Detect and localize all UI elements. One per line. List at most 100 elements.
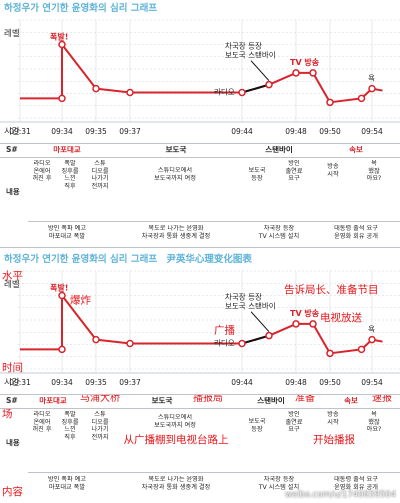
scene-header: 마포대교: [53, 146, 81, 154]
scene-header-cn: 马浦大桥: [80, 395, 120, 403]
annotation-time-cn: 时间: [2, 361, 23, 374]
y-axis-label: 레벨: [4, 28, 20, 39]
scene-header: 속보: [349, 146, 363, 154]
summary-cell: 차국장 등장 TV 시스템 설치: [258, 476, 300, 491]
annotation-tell-cn: 告诉局长、准备节目: [284, 283, 379, 296]
data-point: [58, 345, 66, 354]
scene-cell: 욕 했잖 아요?: [366, 160, 382, 182]
row-label-scene: S#: [6, 397, 18, 405]
data-point: [265, 80, 273, 89]
row-label-content: 내용: [6, 188, 20, 196]
scene-cell: 스튜 디오를 나가기 전까지: [91, 160, 109, 190]
summary-cell: 방인 폭파 예고 마포대교 폭발: [47, 476, 87, 491]
data-point: [92, 84, 100, 93]
x-tick-label: 09:50: [319, 127, 341, 136]
data-point: [292, 320, 300, 328]
x-tick-label: 09:37: [119, 378, 141, 387]
data-point: [126, 88, 134, 97]
annotation-bomb-cn: 爆炸: [70, 294, 91, 307]
y-axis-label: 레벨: [4, 279, 20, 290]
annotation-radio-cn: 广播: [214, 324, 235, 337]
scene-cell: 욕 했잖 아요?: [366, 411, 382, 433]
panel-title: 하정우가 연기한 윤영화의 심리 그래프: [0, 0, 157, 17]
data-point: [238, 339, 246, 348]
scene-table: S# 마포대교 보도국 스탠바이 속보 내용 라디오 온에어 꺼진 후 폭발 징…: [0, 143, 400, 249]
scene-cell: 스튜디오에서 보도국까지 여정: [154, 167, 196, 182]
annotation-bureau: 차국장 등장: [225, 41, 262, 51]
x-tick-label: 09:35: [85, 127, 107, 136]
summary-cell: 대통령 출석 요구 윤영화 회유 공개: [334, 225, 378, 240]
annotation-bomb: 폭발!: [50, 32, 68, 42]
data-point: [326, 98, 334, 107]
annotation-content-cn: 内容: [2, 485, 23, 498]
data-point: [357, 345, 366, 354]
annotation-leader: [250, 60, 270, 82]
scene-cell: 폭발 징후를 느낀 직후: [61, 411, 79, 441]
watermark: weibo.com/u/1740659504: [284, 490, 396, 500]
scene-header-cn: 速报: [372, 395, 392, 403]
summary-cell: 차국장 등장 TV 시스템 설치: [258, 225, 300, 240]
annotation-tv: TV 방송: [290, 57, 320, 67]
annotation-curse: 욕: [368, 74, 375, 83]
data-point: [265, 331, 273, 340]
title-text: 하정우가 연기한 윤영화의 심리 그래프: [4, 3, 158, 14]
x-tick-label: 09:34: [51, 127, 73, 136]
annotation-bureau: 보도국 스탠바이: [225, 301, 276, 311]
x-tick-label: 09:35: [85, 378, 107, 387]
data-point: [326, 349, 334, 358]
row-label-content: 내용: [6, 439, 20, 447]
scene-header-cn: 准备: [295, 395, 315, 403]
scene-cell: 보도국 등장: [248, 167, 266, 182]
scene-header: 보도국: [165, 146, 187, 154]
scene-header: 마포대교: [39, 397, 67, 405]
data-point: [92, 335, 100, 344]
annotation-scene-cn: 场: [2, 407, 13, 420]
panel-title: 하정우가 연기한 윤영화의 심리 그래프 尹英华心理变化图表: [0, 251, 400, 268]
x-tick-label: 09:44: [231, 378, 253, 387]
data-point: [309, 69, 317, 77]
scene-cell: 폭발 징후를 느낀 직후: [61, 160, 79, 190]
x-tick-label: 09:31: [9, 378, 31, 387]
title-text: 하정우가 연기한 윤영화의 심리 그래프: [4, 254, 158, 265]
data-point: [58, 94, 66, 103]
scene-table: S# 마포대교 马浦大桥 보도국 播报局 스탠바이 准备 속보 速报 내용 라디…: [0, 394, 400, 500]
annotation-curse: 욕: [368, 325, 375, 334]
summary-cell: 복도로 나가는 윤영화 차국장과 통화 생중계 결정: [141, 225, 211, 240]
summary-cell: 복도로 나가는 윤영화 차국장과 통화 생중계 결정: [141, 476, 211, 491]
scene-cell: 라디오 온에어 꺼진 후: [32, 411, 52, 433]
subtitle-text: 尹英华心理变化图表: [166, 254, 252, 265]
scene-header: 스탠바이: [265, 146, 293, 154]
x-tick-label: 09:48: [285, 127, 307, 136]
annotation-bureau: 보도국 스탠바이: [225, 50, 276, 60]
scene-header: 속보: [344, 397, 358, 405]
data-point: [58, 291, 66, 300]
annotation-radio: 라디오: [214, 88, 235, 97]
scene-cell: 스튜 디오를 나가기 전까지: [91, 411, 109, 441]
data-point: [238, 88, 246, 97]
scene-cell: 방인 출연료 요구: [285, 160, 303, 182]
scene-cell: 라디오 온에어 꺼진 후: [32, 160, 52, 182]
scene-cell: 스튜디오에서 보도국까지 여정: [154, 414, 196, 429]
x-axis-label: 시간: [4, 126, 20, 137]
scene-cell-cn: 从广播棚到电视台路上: [123, 434, 229, 446]
chart-panel-1: 하정우가 연기한 윤영화의 심리 그래프 레벨 시간 09:31 09:34 09:35…: [0, 0, 400, 249]
radio-segment: [241, 334, 270, 345]
x-tick-label: 09:34: [51, 378, 73, 387]
scene-cell: 보도국 등장: [248, 418, 266, 433]
data-point: [309, 320, 317, 328]
annotation-radio: 라디오: [214, 339, 235, 348]
annotation-level-cn: 水平: [2, 270, 23, 282]
annotation-leader: [250, 311, 270, 333]
x-tick-label: 09:44: [231, 127, 253, 136]
data-point: [126, 339, 134, 348]
x-tick-label: 09:50: [319, 378, 341, 387]
x-axis-label: 시간: [4, 377, 20, 388]
scene-cell: 방인 출연료 요구: [285, 411, 303, 433]
data-point: [292, 69, 300, 77]
annotation-tv: TV 방송: [290, 308, 320, 318]
scene-cell-cn: 开始播报: [313, 434, 355, 446]
scene-cell: 방송 시작: [327, 411, 339, 426]
